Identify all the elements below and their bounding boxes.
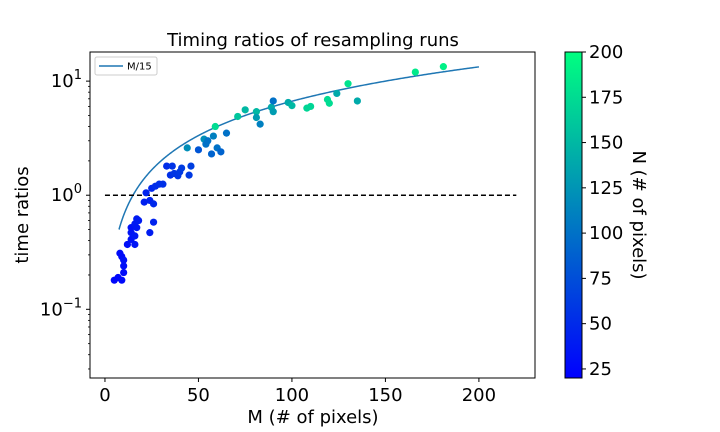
scatter-point bbox=[123, 240, 131, 249]
scatter-point bbox=[187, 162, 195, 170]
scatter-point bbox=[168, 162, 176, 170]
colorbar-label: N (# of pixels) bbox=[628, 150, 649, 279]
y-axis-label: time ratios bbox=[12, 166, 33, 263]
x-tick-label: 200 bbox=[462, 385, 496, 406]
scatter-point bbox=[207, 150, 216, 158]
colorbar-tick-label: 100 bbox=[589, 223, 623, 244]
colorbar-tick-label: 25 bbox=[589, 359, 612, 380]
scatter-point bbox=[252, 113, 261, 122]
scatter-point bbox=[120, 268, 128, 277]
colorbar-tick-label: 150 bbox=[589, 133, 623, 154]
scatter-point bbox=[131, 240, 139, 249]
x-axis-ticks: 0 50 100 150 200 bbox=[99, 378, 496, 406]
colorbar-tick-label: 200 bbox=[589, 42, 623, 63]
x-tick-label: 100 bbox=[275, 385, 309, 406]
scatter-point bbox=[353, 97, 361, 105]
colorbar-tick-label: 75 bbox=[589, 268, 612, 289]
scatter-point bbox=[256, 120, 264, 128]
scatter-point bbox=[204, 137, 212, 145]
y-tick-label: 100 bbox=[51, 182, 82, 206]
colorbar-bar bbox=[564, 51, 583, 379]
scatter-point bbox=[146, 229, 154, 237]
scatter-point bbox=[194, 146, 203, 154]
scatter-point bbox=[149, 218, 158, 226]
scatter-point bbox=[183, 144, 191, 152]
plot-background bbox=[90, 52, 535, 378]
scatter-point bbox=[142, 189, 150, 197]
x-tick-label: 150 bbox=[368, 385, 402, 406]
scatter-point bbox=[159, 180, 167, 188]
scatter-point bbox=[133, 224, 141, 232]
scatter-point bbox=[411, 68, 419, 76]
scatter-point bbox=[288, 102, 296, 110]
scatter-point bbox=[325, 99, 333, 107]
scatter-point bbox=[307, 102, 315, 111]
scatter-point bbox=[185, 171, 193, 179]
scatter-point bbox=[118, 276, 126, 284]
scatter-point bbox=[163, 162, 171, 170]
x-axis-label: M (# of pixels) bbox=[247, 407, 378, 428]
scatter-point bbox=[241, 106, 249, 114]
y-axis-ticks: 10−1 100 101 bbox=[40, 68, 90, 370]
scatter-point bbox=[344, 80, 352, 88]
legend-box bbox=[94, 56, 158, 76]
y-tick-label: 10−1 bbox=[40, 296, 82, 320]
scatter-point bbox=[178, 164, 186, 172]
colorbar-tick-label: 125 bbox=[589, 178, 623, 199]
scatter-point bbox=[211, 122, 219, 131]
scatter-point bbox=[269, 97, 277, 105]
y-tick-label: 101 bbox=[51, 68, 82, 92]
x-tick-label: 0 bbox=[99, 385, 110, 406]
data-layer bbox=[104, 63, 517, 284]
plot-frame bbox=[89, 51, 536, 379]
scatter-point bbox=[234, 112, 242, 121]
scatter-point bbox=[120, 256, 128, 264]
chart-title: Timing ratios of resampling runs bbox=[166, 30, 459, 51]
scatter-point bbox=[252, 108, 261, 116]
scatter-point bbox=[140, 198, 148, 206]
scatter-point bbox=[209, 132, 217, 140]
x-tick-label: 50 bbox=[187, 385, 210, 406]
scatter-point bbox=[217, 148, 225, 156]
colorbar-tick-label: 175 bbox=[589, 87, 623, 108]
colorbar-tick-label: 50 bbox=[589, 314, 612, 335]
scatter-point bbox=[135, 216, 143, 225]
scatter-point bbox=[333, 89, 341, 98]
legend-label: M/15 bbox=[127, 62, 152, 73]
scatter-point bbox=[131, 232, 139, 240]
scatter-point bbox=[269, 108, 277, 116]
colorbar-ticks: 25 50 75 100 125 150 175 200 bbox=[582, 42, 623, 380]
legend: M/15 bbox=[94, 56, 158, 76]
scatter-point bbox=[222, 129, 231, 137]
scatter-point bbox=[149, 200, 158, 208]
scatter-point bbox=[120, 262, 128, 270]
scatter-point bbox=[439, 63, 447, 71]
colorbar: 25 50 75 100 125 150 175 200 N (# of pixels) bbox=[564, 42, 649, 380]
